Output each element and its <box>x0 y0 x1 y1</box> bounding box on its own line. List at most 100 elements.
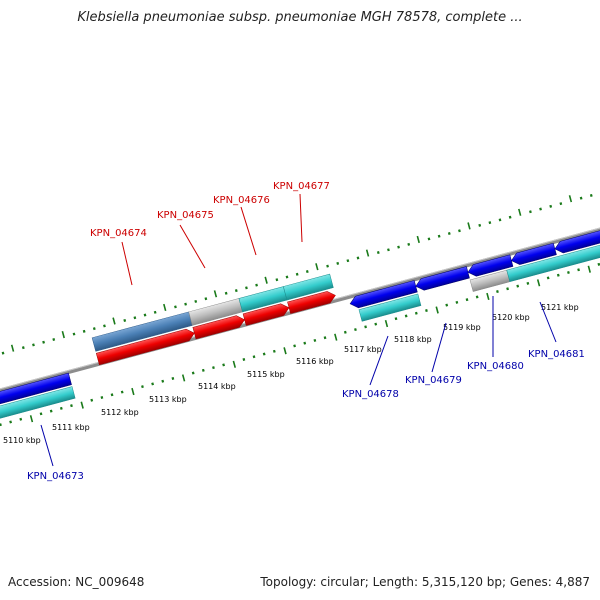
minor-tick <box>110 393 114 397</box>
major-tick <box>587 265 591 273</box>
minor-tick <box>374 322 378 326</box>
minor-tick <box>387 248 390 252</box>
scale-label-5112: 5112 kbp <box>101 408 139 417</box>
minor-tick <box>242 357 246 361</box>
leader-kpn-04678 <box>369 335 389 386</box>
major-tick <box>486 292 490 300</box>
minor-tick <box>313 338 317 342</box>
minor-tick <box>404 314 408 318</box>
gene-kpn-04678[interactable] <box>358 293 422 322</box>
major-tick <box>29 415 34 423</box>
leader-kpn-04679 <box>431 322 447 373</box>
minor-tick <box>123 318 127 322</box>
minor-tick <box>133 316 137 320</box>
minor-tick <box>546 276 550 280</box>
minor-tick <box>539 207 542 211</box>
minor-tick <box>508 215 512 219</box>
minor-tick <box>425 309 428 313</box>
major-tick <box>467 222 471 230</box>
gene-kpn-04673[interactable] <box>0 386 76 422</box>
minor-tick <box>559 202 563 206</box>
minor-tick <box>567 271 570 274</box>
minor-tick <box>303 341 307 345</box>
label-kpn-04674[interactable]: KPN_04674 <box>90 228 147 239</box>
minor-tick <box>455 300 459 304</box>
minor-tick <box>275 278 279 282</box>
gene-kpn-04681[interactable] <box>506 241 600 283</box>
gene-arrow-blue-left[interactable] <box>0 372 72 409</box>
leader-kpn-04674 <box>121 241 133 286</box>
minor-tick <box>293 344 296 348</box>
minor-tick <box>92 327 96 331</box>
scale-label-5117: 5117 kbp <box>344 345 382 354</box>
minor-tick <box>597 262 600 266</box>
label-kpn-04677[interactable]: KPN_04677 <box>273 181 330 192</box>
minor-tick <box>394 317 398 321</box>
lower-tick-track <box>0 262 600 427</box>
label-kpn-04678[interactable]: KPN_04678 <box>342 389 399 400</box>
minor-tick <box>376 251 380 255</box>
minor-tick <box>496 290 499 294</box>
major-tick <box>536 279 541 287</box>
minor-tick <box>39 412 43 416</box>
label-kpn-04679[interactable]: KPN_04679 <box>405 375 462 386</box>
minor-tick <box>151 382 154 386</box>
minor-tick <box>120 390 124 394</box>
scale-label-5114: 5114 kbp <box>198 382 236 391</box>
leader-kpn-04681 <box>539 301 557 343</box>
minor-tick <box>427 237 431 241</box>
minor-tick <box>478 223 482 227</box>
forward-gene-labels: KPN_04674 KPN_04675 KPN_04676 KPN_04677 <box>90 181 330 286</box>
gene-arrow-blue-5[interactable] <box>553 227 600 255</box>
minor-tick <box>579 196 583 200</box>
minor-tick <box>447 232 451 235</box>
minor-tick <box>204 297 208 301</box>
major-tick <box>435 306 439 314</box>
leader-kpn-04675 <box>179 224 206 269</box>
gene-arrow-red-2[interactable] <box>192 314 246 340</box>
minor-tick <box>305 270 309 274</box>
major-tick <box>163 303 167 312</box>
gene-arrow-red-3[interactable] <box>242 302 291 326</box>
minor-tick <box>516 284 520 288</box>
minor-tick <box>42 340 45 344</box>
minor-tick <box>70 404 73 408</box>
minor-tick <box>19 417 23 421</box>
minor-tick <box>549 204 553 208</box>
label-kpn-04673[interactable]: KPN_04673 <box>27 471 84 482</box>
minor-tick <box>245 286 248 290</box>
minor-tick <box>346 259 350 263</box>
scale-label-5116: 5116 kbp <box>296 357 334 366</box>
scale-label-5115: 5115 kbp <box>247 370 285 379</box>
minor-tick <box>295 272 299 276</box>
minor-tick <box>222 363 225 367</box>
minor-tick <box>103 324 106 328</box>
minor-tick <box>212 366 215 370</box>
label-kpn-04681[interactable]: KPN_04681 <box>528 349 585 360</box>
gene-arrow-red-1[interactable] <box>95 327 196 366</box>
scale-label-5119: 5119 kbp <box>443 323 481 332</box>
minor-tick <box>354 328 357 332</box>
leader-kpn-04676 <box>240 206 257 256</box>
minor-tick <box>153 310 157 314</box>
leader-kpn-04673 <box>40 424 54 467</box>
minor-tick <box>141 385 144 389</box>
minor-tick <box>407 242 411 246</box>
major-tick <box>334 333 338 341</box>
minor-tick <box>506 287 509 291</box>
label-kpn-04676[interactable]: KPN_04676 <box>213 195 270 206</box>
minor-tick <box>171 376 175 380</box>
scale-label-5113: 5113 kbp <box>149 395 187 404</box>
label-kpn-04675[interactable]: KPN_04675 <box>157 210 214 221</box>
minor-tick <box>356 256 360 260</box>
major-tick <box>10 344 15 352</box>
major-tick <box>315 263 319 271</box>
gene-kpn-04677[interactable] <box>283 273 334 301</box>
minor-tick <box>21 346 25 350</box>
minor-tick <box>255 283 258 287</box>
gene-arrow-red-4[interactable] <box>287 290 336 314</box>
label-kpn-04680[interactable]: KPN_04680 <box>467 361 524 372</box>
minor-tick <box>9 420 13 424</box>
major-tick <box>232 360 237 368</box>
